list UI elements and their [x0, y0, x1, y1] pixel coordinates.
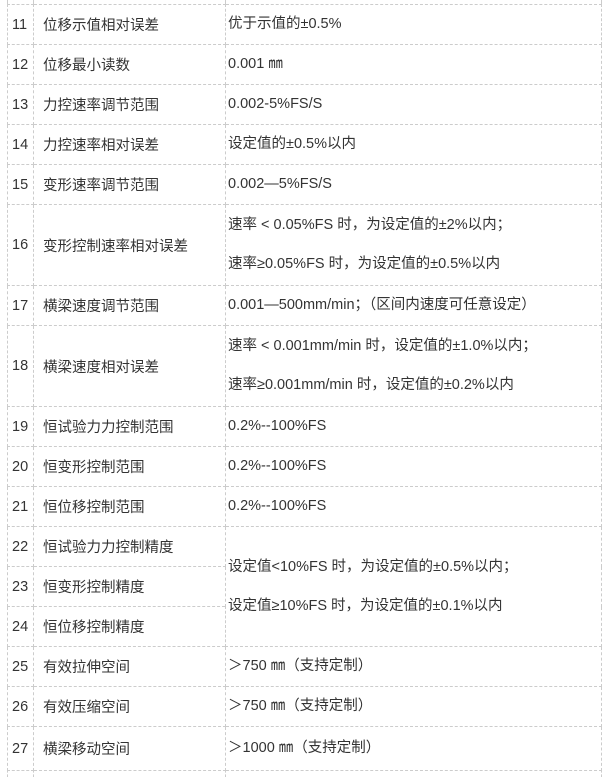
- table-col2-divider-stub: [225, 0, 226, 4]
- row-number-cell: 11: [7, 4, 34, 45]
- table-row: 25 有效拉伸空间 ＞750 ㎜（支持定制）: [7, 646, 602, 687]
- parameter-value-cell: ＞750 ㎜（支持定制）: [225, 646, 602, 687]
- value-line: ＞750 ㎜（支持定制）: [228, 698, 373, 714]
- parameter-value-cell: 速率 < 0.001mm/min 时，设定值的±1.0%以内； 速率≥0.001m…: [225, 325, 602, 407]
- value-line: 速率≥0.001mm/min 时，设定值的±0.2%以内: [228, 377, 514, 393]
- parameter-name-cell: 变形控制速率相对误差: [33, 204, 226, 286]
- value-line: 设定值的±0.5%以内: [228, 136, 357, 152]
- table-row: 17 横梁速度调节范围 0.001—500mm/min；（区间内速度可任意设定）: [7, 285, 602, 326]
- table-row: 21 恒位移控制范围 0.2%--100%FS: [7, 486, 602, 527]
- parameter-name-cell: 恒变形控制精度: [33, 566, 226, 607]
- table-col1-divider-stub: [33, 770, 34, 777]
- parameter-value-cell: 0.2%--100%FS: [225, 446, 602, 487]
- parameter-name-cell: 位移最小读数: [33, 44, 226, 85]
- parameter-name-cell: 横梁移动空间: [33, 726, 226, 771]
- parameter-name-cell: 恒试验力力控制范围: [33, 406, 226, 447]
- parameter-name-cell: 恒位移控制精度: [33, 606, 226, 647]
- row-number-cell: 17: [7, 285, 34, 326]
- table-col2-divider-stub: [225, 770, 226, 777]
- table-right-edge-stub: [601, 0, 602, 4]
- parameter-name-cell: 有效压缩空间: [33, 686, 226, 727]
- value-line: 速率≥0.05%FS 时，为设定值的±0.5%以内: [228, 256, 501, 272]
- row-number-cell: 16: [7, 204, 34, 286]
- table-row: 23 恒变形控制精度: [7, 566, 602, 607]
- table-row: 19 恒试验力力控制范围 0.2%--100%FS: [7, 406, 602, 447]
- value-line: 0.002—5%FS/S: [228, 176, 332, 192]
- table-row: 16 变形控制速率相对误差 速率 < 0.05%FS 时，为设定值的±2%以内； 速率…: [7, 204, 602, 286]
- parameter-value-cell: 优于示值的±0.5%: [225, 4, 602, 45]
- value-line: 设定值≥10%FS 时，为设定值的±0.1%以内: [228, 597, 503, 614]
- parameter-name-cell: 恒试验力力控制精度: [33, 526, 226, 567]
- parameter-value-cell: 速率 < 0.05%FS 时，为设定值的±2%以内； 速率≥0.05%FS 时，为…: [225, 204, 602, 286]
- parameter-value-cell: 0.2%--100%FS: [225, 486, 602, 527]
- parameter-value-cell: 设定值的±0.5%以内: [225, 124, 602, 165]
- parameter-name-cell: 横梁速度相对误差: [33, 325, 226, 407]
- table-row: 18 横梁速度相对误差 速率 < 0.001mm/min 时，设定值的±1.0%以内…: [7, 325, 602, 407]
- table-row: 11 位移示值相对误差 优于示值的±0.5%: [7, 4, 602, 45]
- parameter-name-cell: 有效拉伸空间: [33, 646, 226, 687]
- table-row: 26 有效压缩空间 ＞750 ㎜（支持定制）: [7, 686, 602, 727]
- row-number-cell: 22: [7, 526, 34, 567]
- row-number-cell: 12: [7, 44, 34, 85]
- value-line: 速率 < 0.001mm/min 时，设定值的±1.0%以内；: [228, 338, 537, 354]
- parameter-name-cell: 力控速率相对误差: [33, 124, 226, 165]
- value-line: 优于示值的±0.5%: [228, 16, 342, 32]
- parameter-value-cell: 0.2%--100%FS: [225, 406, 602, 447]
- table-row: 14 力控速率相对误差 设定值的±0.5%以内: [7, 124, 602, 165]
- table-row: 15 变形速率调节范围 0.002—5%FS/S: [7, 164, 602, 205]
- row-number-cell: 27: [7, 726, 34, 771]
- row-number-cell: 25: [7, 646, 34, 687]
- table-row: 20 恒变形控制范围 0.2%--100%FS: [7, 446, 602, 487]
- parameter-value-cell: 0.002—5%FS/S: [225, 164, 602, 205]
- parameter-value-cell: 设定值<10%FS 时，为设定值的±0.5%以内； 设定值≥10%FS 时，为设定…: [225, 526, 602, 647]
- row-number-cell: 21: [7, 486, 34, 527]
- parameter-name-cell: 横梁速度调节范围: [33, 285, 226, 326]
- table-row: 24 恒位移控制精度: [7, 606, 602, 647]
- value-line: ＞750 ㎜（支持定制）: [228, 658, 373, 674]
- table-right-edge-stub: [601, 770, 602, 777]
- parameter-name-cell: 变形速率调节范围: [33, 164, 226, 205]
- value-line: 速率 < 0.05%FS 时，为设定值的±2%以内；: [228, 217, 512, 233]
- parameter-name-cell: 力控速率调节范围: [33, 84, 226, 125]
- row-number-cell: 14: [7, 124, 34, 165]
- parameter-value-cell: 0.001 ㎜: [225, 44, 602, 85]
- value-line: 0.002-5%FS/S: [228, 96, 323, 112]
- table-row: 13 力控速率调节范围 0.002-5%FS/S: [7, 84, 602, 125]
- row-number-cell: 19: [7, 406, 34, 447]
- table-row: 22 恒试验力力控制精度 设定值<10%FS 时，为设定值的±0.5%以内； 设定值≥…: [7, 526, 602, 647]
- specification-table: 11 位移示值相对误差 优于示值的±0.5% 12 位移最小读数 0.001 ㎜ 13 力控速…: [7, 4, 602, 771]
- value-line: 0.2%--100%FS: [228, 498, 327, 514]
- table-row: 12 位移最小读数 0.001 ㎜: [7, 44, 602, 85]
- parameter-name-cell: 位移示值相对误差: [33, 4, 226, 45]
- value-line: ＞1000 ㎜（支持定制）: [228, 740, 381, 756]
- table-row: 27 横梁移动空间 ＞1000 ㎜（支持定制）: [7, 726, 602, 771]
- table-col1-divider-stub: [33, 0, 34, 4]
- value-line: 0.001 ㎜: [228, 56, 283, 72]
- value-line: 0.2%--100%FS: [228, 418, 327, 434]
- row-number-cell: 24: [7, 606, 34, 647]
- parameter-value-cell: 0.001—500mm/min；（区间内速度可任意设定）: [225, 285, 602, 326]
- table-left-edge-stub: [7, 770, 8, 777]
- row-number-cell: 23: [7, 566, 34, 607]
- parameter-value-cell: ＞750 ㎜（支持定制）: [225, 686, 602, 727]
- parameter-value-cell: 0.002-5%FS/S: [225, 84, 602, 125]
- specification-table-body: 11 位移示值相对误差 优于示值的±0.5% 12 位移最小读数 0.001 ㎜ 13 力控速…: [7, 4, 602, 771]
- row-number-cell: 18: [7, 325, 34, 407]
- parameter-name-cell: 恒位移控制范围: [33, 486, 226, 527]
- row-number-cell: 26: [7, 686, 34, 727]
- value-line: 设定值<10%FS 时，为设定值的±0.5%以内；: [228, 558, 518, 575]
- parameter-value-cell: ＞1000 ㎜（支持定制）: [225, 726, 602, 771]
- row-number-cell: 15: [7, 164, 34, 205]
- row-number-cell: 20: [7, 446, 34, 487]
- parameter-name-cell: 恒变形控制范围: [33, 446, 226, 487]
- row-number-cell: 13: [7, 84, 34, 125]
- value-line: 0.001—500mm/min；（区间内速度可任意设定）: [228, 297, 536, 313]
- value-line: 0.2%--100%FS: [228, 458, 327, 474]
- table-left-edge-stub: [7, 0, 8, 4]
